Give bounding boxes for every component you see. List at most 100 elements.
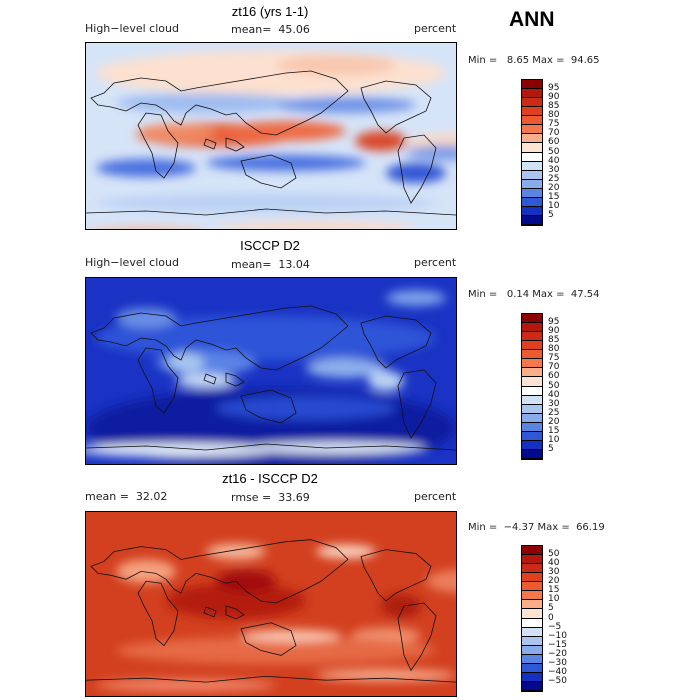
coastline	[225, 372, 245, 387]
colorbar-swatch	[522, 564, 542, 574]
colorbar-swatch	[522, 395, 542, 405]
colorbar-tick-label: 10	[548, 434, 560, 445]
panel-1-map	[85, 42, 457, 230]
colorbar-swatch	[522, 215, 542, 225]
colorbar-swatch	[522, 404, 542, 414]
colorbar-swatch	[522, 161, 542, 171]
colorbar-tick-label: 20	[548, 576, 560, 587]
field-contour	[96, 51, 446, 95]
field-contour	[216, 396, 396, 420]
colorbar-swatch	[522, 654, 542, 664]
colorbar-swatch	[522, 125, 542, 135]
colorbar-swatch	[522, 206, 542, 216]
colorbar-tick-label: −5	[548, 621, 562, 632]
panel-2-map	[85, 277, 457, 465]
coastlines	[86, 539, 456, 683]
coastline	[90, 539, 349, 604]
colorbar-tick-label: 15	[548, 191, 560, 202]
coastline	[240, 154, 297, 189]
coastline	[137, 347, 179, 414]
colorbar-swatch	[522, 179, 542, 189]
colorbar-tick-label: 25	[548, 407, 560, 418]
colorbar-swatch	[522, 546, 542, 556]
coastline	[86, 208, 456, 216]
colorbar-tick-label: −40	[548, 666, 567, 677]
colorbar-tick-label: 30	[548, 398, 560, 409]
colorbar-swatch	[522, 170, 542, 180]
colorbar-swatch	[522, 618, 542, 628]
coastline	[397, 134, 437, 204]
field-contour	[206, 543, 266, 560]
coastline	[137, 112, 179, 179]
colorbar-swatch	[522, 377, 542, 387]
colorbar-swatch	[522, 681, 542, 691]
colorbar-tick-label: 10	[548, 594, 560, 605]
field-contour	[226, 121, 346, 141]
colorbar-swatch	[522, 188, 542, 198]
colorbar-swatch	[522, 422, 542, 432]
field-contour	[316, 544, 376, 559]
colorbar-tick-label: 95	[548, 317, 560, 328]
colorbar-tick-label: 95	[548, 83, 560, 94]
field-contour	[96, 316, 436, 360]
colorbar-swatch	[522, 143, 542, 153]
colorbar-swatch	[522, 341, 542, 351]
colorbar-swatch	[522, 368, 542, 378]
colorbar-swatch	[522, 80, 542, 90]
field-contour	[168, 353, 204, 373]
colorbar-tick-label: 25	[548, 173, 560, 184]
coastline	[397, 602, 437, 672]
coastline	[225, 137, 245, 152]
colorbar-tick-label: 50	[548, 146, 560, 157]
colorbar-tick-label: 15	[548, 425, 560, 436]
field-contour	[216, 569, 276, 594]
field-contour	[101, 227, 191, 229]
colorbar-tick-label: 75	[548, 353, 560, 364]
field-contour	[96, 193, 436, 213]
colorbar-swatch	[522, 152, 542, 162]
field-contour	[276, 55, 396, 75]
coastline	[203, 138, 217, 150]
coastline	[203, 606, 217, 618]
colorbar-swatch	[522, 413, 542, 423]
panel-3-colorbar	[521, 545, 543, 692]
colorbar-tick-label: 5	[548, 209, 554, 220]
field-contour	[276, 97, 416, 113]
field-contour	[216, 222, 416, 229]
coastline	[397, 369, 437, 439]
panel-1-colorbar	[521, 79, 543, 226]
field-contour	[355, 131, 407, 151]
colorbar-tick-label: −15	[548, 639, 567, 650]
colorbar-tick-label: 60	[548, 371, 560, 382]
colorbar-swatch	[522, 672, 542, 682]
colorbar-tick-label: 90	[548, 326, 560, 337]
field-contour	[166, 583, 306, 619]
panel-1-variable-label: High−level cloud	[85, 22, 179, 35]
colorbar-tick-label: 10	[548, 200, 560, 211]
panel-1-units-label: percent	[414, 22, 457, 35]
colorbar-swatch	[522, 98, 542, 108]
colorbar-tick-label: 85	[548, 335, 560, 346]
colorbar-tick-label: 15	[548, 585, 560, 596]
colorbar-tick-label: 50	[548, 549, 560, 560]
panel-2-units-label: percent	[414, 256, 457, 269]
panel-3-mean-label: mean = 32.02	[85, 490, 168, 503]
panel-3-rmse-label: rmse = 33.69	[231, 491, 310, 504]
colorbar-swatch	[522, 359, 542, 369]
colorbar-tick-label: −50	[548, 675, 567, 686]
coastline	[86, 443, 456, 451]
colorbar-tick-label: 40	[548, 389, 560, 400]
colorbar-swatch	[522, 555, 542, 565]
panel-1-minmax: Min = 8.65 Max = 94.65	[468, 55, 600, 66]
colorbar-swatch	[522, 449, 542, 459]
coastline	[240, 389, 297, 424]
colorbar-swatch	[522, 314, 542, 324]
panel-2-minmax: Min = 0.14 Max = 47.54	[468, 289, 600, 300]
colorbar-swatch	[522, 600, 542, 610]
field-contour	[136, 124, 216, 142]
panel-3-title: zt16 - ISCCP D2	[222, 471, 318, 486]
colorbar-swatch	[522, 573, 542, 583]
colorbar-swatch	[522, 107, 542, 117]
panel-1-mean-label: mean= 45.06	[231, 23, 310, 36]
colorbar-tick-label: 0	[548, 612, 554, 623]
